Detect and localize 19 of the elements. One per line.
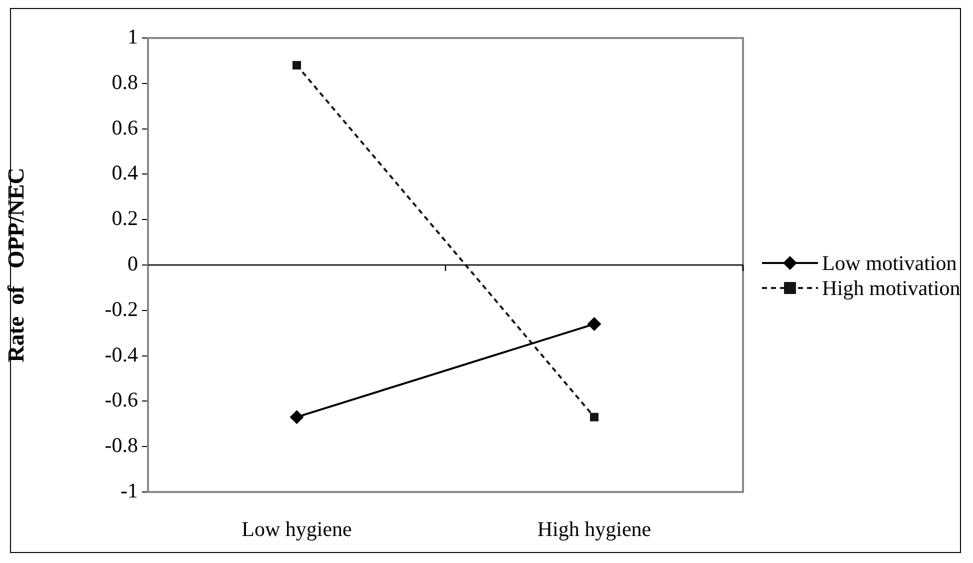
y-tick-label: 0 <box>128 252 138 276</box>
x-tick-label: Low hygiene <box>242 517 352 542</box>
y-tick-label: -1 <box>120 478 138 503</box>
y-tick-label: 1 <box>128 24 138 49</box>
y-tick-label: -0.6 <box>104 388 138 412</box>
y-tick-label: -0.2 <box>104 296 138 321</box>
y-tick-label: -0.4 <box>104 342 138 366</box>
y-tick-label: 0.2 <box>112 206 138 230</box>
point <box>290 410 304 424</box>
legend-label: High motivation <box>822 276 962 300</box>
point <box>292 61 301 70</box>
point <box>590 412 598 422</box>
y-tick-label: 0.8 <box>112 70 138 94</box>
y-tick-label: 0.4 <box>112 160 138 185</box>
x-tick-label: High hygiene <box>537 517 652 542</box>
legend-label: Low motivation <box>822 251 958 275</box>
y-tick-label: -0.8 <box>104 433 138 458</box>
y-tick-label: 0.6 <box>112 115 138 140</box>
point <box>587 317 602 332</box>
